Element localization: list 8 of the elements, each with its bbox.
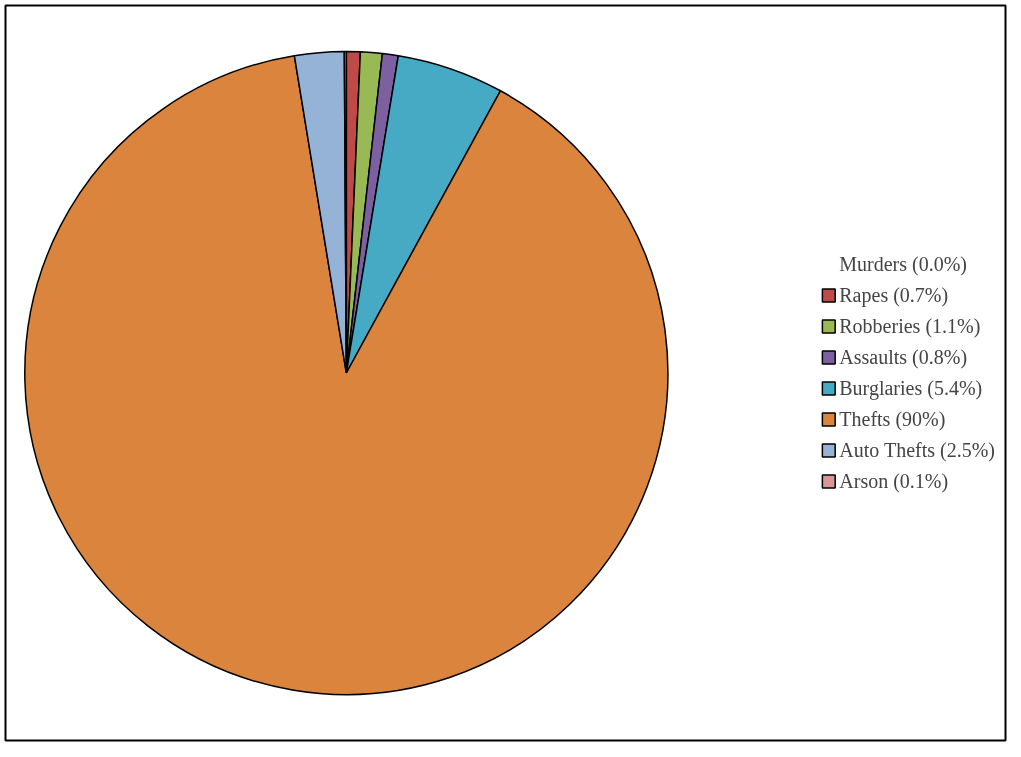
category-label: Murders (0.0%)	[839, 252, 968, 275]
legend-label: Robberies (1.1%)	[839, 314, 981, 338]
legend-label: Rapes (0.7%)	[839, 283, 949, 307]
legend-label: Auto Thefts (2.5%)	[839, 438, 995, 462]
legend-label: Thefts (90%)	[839, 407, 946, 431]
legend-label: Assaults (0.8%)	[839, 345, 968, 369]
legend-label: Arson (0.1%)	[839, 469, 949, 493]
legend-label: Burglaries (5.4%)	[839, 376, 983, 400]
